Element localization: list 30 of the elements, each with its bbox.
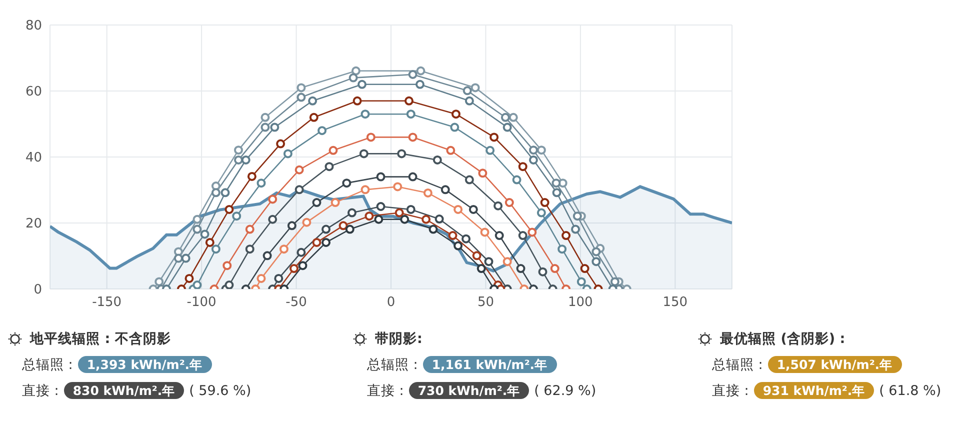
text: 1,507 kWh/m².年 [768, 356, 902, 373]
y-tick-label: 20 [25, 216, 42, 232]
text: 1,393 kWh/m².年 [78, 356, 212, 373]
text: 830 kWh/m².年 [64, 382, 184, 399]
x-tick-label: 0 [386, 295, 396, 310]
text: 931 kWh/m².年 [754, 382, 874, 399]
text: 地平线辐照 : 不含阴影 [30, 330, 171, 348]
x-tick-label: -100 [186, 295, 216, 310]
text: ( 59.6 %) [189, 383, 252, 399]
text: 直接 : [22, 383, 59, 399]
text: 总辐照 : [22, 357, 73, 373]
text: 带阴影: [375, 330, 422, 348]
text: 总辐照 : [367, 357, 418, 373]
x-tick-label: -50 [286, 295, 307, 310]
x-tick-label: 50 [477, 295, 494, 310]
text: 直接 : [712, 383, 749, 399]
y-tick-label: 0 [34, 282, 42, 298]
text: ( 61.8 %) [879, 383, 942, 399]
y-tick-label: 60 [25, 84, 42, 100]
text: 730 kWh/m².年 [408, 382, 530, 399]
x-tick-label: -150 [92, 295, 122, 310]
text: ( 62.9 %) [534, 383, 596, 399]
text: 总辐照 : [712, 357, 763, 373]
x-tick-label: 100 [568, 295, 593, 310]
text: 1,161 kWh/m².年 [422, 356, 557, 373]
x-tick-label: 150 [662, 295, 688, 310]
y-tick-label: 40 [25, 150, 42, 166]
y-tick-label: 80 [25, 18, 42, 34]
text: 最优辐照 (含阴影) : [720, 330, 846, 348]
text: 直接 : [367, 383, 404, 399]
